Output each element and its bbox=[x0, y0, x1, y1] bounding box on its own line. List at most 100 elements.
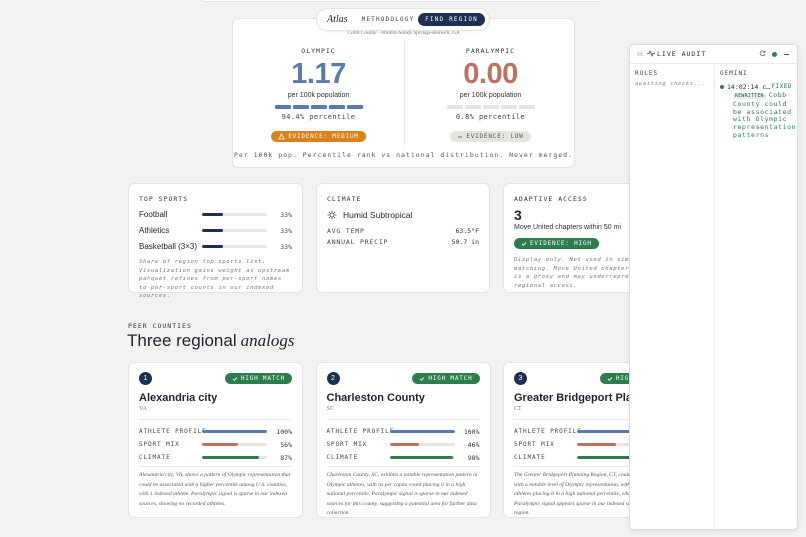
check-icon bbox=[232, 376, 238, 382]
metric-bar bbox=[202, 443, 267, 446]
evidence-icon bbox=[278, 132, 286, 140]
divider bbox=[326, 466, 480, 467]
divider bbox=[514, 466, 667, 467]
analog-card[interactable]: 1 HIGH MATCH Alexandria city VA ATHLETE PROF… bbox=[128, 362, 303, 518]
metric-value: 87% bbox=[280, 454, 292, 462]
metric-bar-fill bbox=[577, 456, 636, 459]
refresh-button[interactable] bbox=[759, 50, 766, 57]
previous-card bbox=[200, 0, 606, 2]
match-text: HIGH MATCH bbox=[428, 375, 473, 382]
percentile-segment bbox=[500, 105, 517, 109]
percentile-segment bbox=[518, 105, 535, 109]
sport-bar-fill bbox=[202, 213, 224, 216]
evidence-badge: EVIDENCE: HIGH bbox=[514, 238, 599, 249]
sport-name: Athletics bbox=[139, 226, 170, 235]
description: Move United chapters within 50 mi bbox=[514, 224, 621, 231]
analog-summary: Charleston County, SC, exhibits a notabl… bbox=[326, 472, 478, 516]
analog-state: VA bbox=[139, 406, 147, 412]
metric-label: ATHLETE PROFILE bbox=[326, 428, 395, 435]
check-icon bbox=[607, 376, 613, 382]
percentile-segment bbox=[328, 105, 345, 109]
panel-title: LIVE AUDIT bbox=[657, 50, 707, 58]
percentile-segment bbox=[310, 105, 327, 109]
sport-bar-fill bbox=[202, 229, 224, 232]
metric-card: Cobb County · Atlanta-Sandy Springs-Rosw… bbox=[232, 18, 575, 168]
metric: PARALYMPIC 0.00 per 100k population 0.8% pe… bbox=[405, 47, 576, 145]
match-text: HIGH MATCH bbox=[240, 375, 285, 382]
stat-label: AVG TEMP bbox=[327, 227, 365, 235]
rank: 2 bbox=[326, 372, 340, 385]
sport-share: 33% bbox=[280, 243, 292, 251]
analog-card[interactable]: 2 HIGH MATCH Charleston County SC ATHLETE PR… bbox=[315, 362, 491, 518]
percentile-segment bbox=[292, 105, 309, 109]
stat-value: 63.5°F bbox=[455, 227, 479, 235]
divider bbox=[630, 63, 797, 64]
metric-value: 1.17 bbox=[291, 58, 346, 90]
sun-icon bbox=[327, 210, 337, 220]
footnote: Per 100k pop. Percentile rank vs nationa… bbox=[233, 151, 574, 159]
evidence: EVIDENCE: LOW bbox=[405, 127, 576, 145]
evidence-text: EVIDENCE: LOW bbox=[466, 133, 524, 140]
percentile: 0.8% percentile bbox=[455, 112, 526, 121]
percentile: 94.4% percentile bbox=[281, 112, 356, 121]
metric-bar bbox=[202, 430, 267, 433]
top-sports-card: TOP SPORTS Football 33% Athletics 33% Basketb… bbox=[128, 183, 303, 299]
evidence-badge: EVIDENCE: LOW bbox=[450, 131, 531, 142]
metric-bar bbox=[577, 443, 642, 446]
divider bbox=[326, 419, 480, 420]
gemini-title: GEMINI bbox=[720, 70, 748, 77]
evidence: EVIDENCE: MEDIUM bbox=[233, 127, 404, 145]
find-region-button[interactable]: FIND REGION bbox=[418, 13, 485, 26]
metric-bar-fill bbox=[577, 430, 642, 433]
rewritten-tag: REWRITTEN bbox=[733, 94, 766, 99]
percentile-bar bbox=[233, 105, 404, 109]
metric-label: ATHLETE PROFILE bbox=[514, 428, 582, 435]
stat-value: 50.7 in bbox=[451, 238, 479, 246]
metric: OLYMPIC 1.17 per 100k population 94.4% perc… bbox=[233, 47, 404, 145]
sport-share: 33% bbox=[280, 227, 292, 235]
nav-link[interactable]: METHODOLOGY bbox=[361, 16, 415, 23]
sport-bar bbox=[202, 229, 267, 232]
live-audit-panel: LIVE AUDIT RULES awaiting checks... GEMINI 1… bbox=[629, 44, 798, 530]
minimize-button[interactable] bbox=[784, 54, 789, 55]
percentile-segment bbox=[482, 105, 499, 109]
eyebrow: PEER COUNTIES bbox=[128, 322, 192, 330]
metric-label: SPORT MIX bbox=[326, 441, 368, 448]
evidence-text: EVIDENCE: HIGH bbox=[530, 240, 592, 247]
location: Cobb County · Atlanta-Sandy Springs-Rosw… bbox=[347, 30, 460, 36]
percentile-bar bbox=[405, 105, 576, 109]
metric-bar-fill bbox=[389, 430, 455, 433]
divider bbox=[714, 63, 715, 529]
sport-bar bbox=[202, 213, 267, 216]
stat-label: ANNUAL PRECIP bbox=[327, 238, 389, 246]
metric-bar-fill bbox=[202, 456, 259, 459]
metric-bar bbox=[389, 430, 455, 433]
metric-bar-fill bbox=[577, 443, 616, 446]
status-dot bbox=[772, 52, 777, 57]
climate-card: CLIMATE Humid Subtropical AVG TEMP 63.5°F AN… bbox=[316, 183, 490, 293]
metric-bar bbox=[389, 456, 455, 459]
metric-label: SPORT MIX bbox=[139, 441, 180, 448]
metric-label: CLIMATE bbox=[326, 454, 359, 461]
metric-label: CLIMATE bbox=[139, 454, 171, 461]
check-icon bbox=[521, 241, 527, 247]
analog-summary: Alexandria city, VA, shows a pattern of … bbox=[139, 472, 291, 507]
analog-summary: The Greater Bridgeport Planning Region, … bbox=[514, 472, 663, 516]
card-title: ADAPTIVE ACCESS bbox=[514, 195, 588, 203]
metric-label: PARALYMPIC bbox=[465, 47, 516, 55]
sport-bar-fill bbox=[202, 245, 224, 248]
metric-bar-fill bbox=[389, 456, 454, 459]
metric-unit: per 100k population bbox=[287, 92, 350, 99]
metric-label: ATHLETE PROFILE bbox=[139, 428, 207, 435]
brand[interactable]: Atlas bbox=[327, 14, 348, 25]
percentile-segment bbox=[274, 105, 291, 109]
analog-name: Charleston County bbox=[326, 392, 425, 404]
metric-bar bbox=[202, 456, 267, 459]
sport-bar bbox=[202, 245, 267, 248]
analog-state: CT bbox=[514, 406, 522, 412]
match-badge: HIGH MATCH bbox=[412, 373, 480, 384]
metric-value: 100% bbox=[276, 428, 292, 436]
card-title: CLIMATE bbox=[327, 195, 362, 203]
metric-value: 0.00 bbox=[463, 58, 518, 90]
note: Share of region top sports list. Visuali… bbox=[139, 259, 290, 299]
